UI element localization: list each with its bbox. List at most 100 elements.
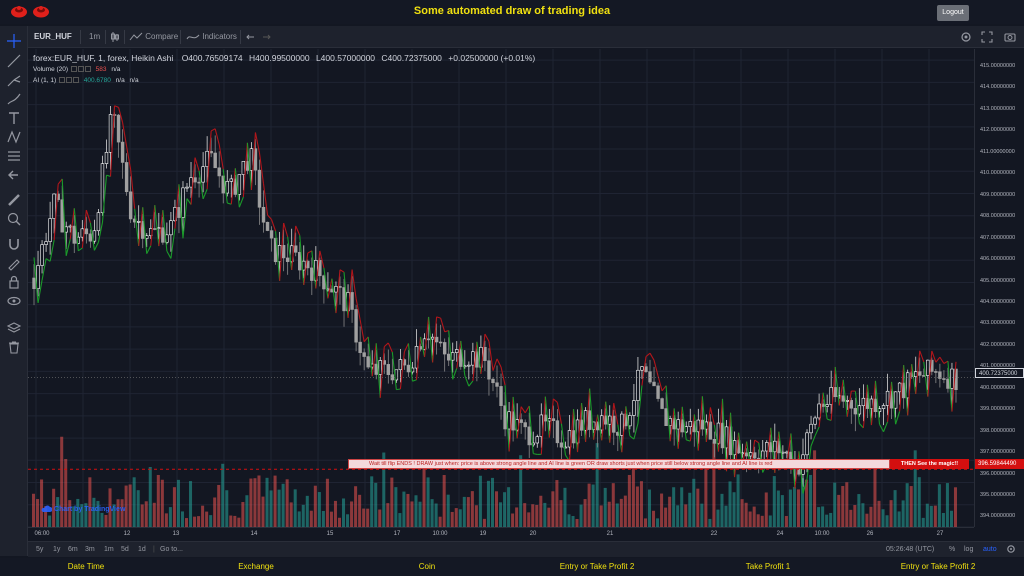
range-3m[interactable]: 3m [85,546,95,553]
legend-title: forex:EUR_HUF, 1, forex, Heikin Ashi [33,53,174,63]
undo-icon[interactable] [246,26,256,48]
candle-body [587,410,592,430]
compare-button[interactable]: Compare [129,26,178,48]
candle-body [495,382,499,387]
ai-line-segment [114,105,119,108]
volume-bar [422,462,426,527]
price-chart[interactable] [28,49,974,528]
candle-body [434,336,439,343]
volume-bar [664,507,668,527]
eye-icon[interactable] [6,293,22,309]
volume-bar [615,503,619,527]
trendline-icon[interactable] [6,53,22,69]
brush-icon[interactable] [6,91,22,107]
range-6m[interactable]: 6m [68,546,78,553]
interval-selector[interactable]: 1m [89,32,101,41]
volume-bar [261,496,265,527]
price-axis[interactable] [974,49,1024,527]
gear-icon[interactable] [1006,542,1016,558]
ai-line-segment [870,380,877,426]
layers-icon[interactable] [6,320,22,336]
ai-line-segment [174,184,180,229]
back-arrow-icon[interactable] [6,167,22,183]
ai-line-segment [524,405,530,414]
volume-bar [551,491,555,527]
range-5d[interactable]: 5d [121,546,129,553]
volume-bar [217,484,221,527]
pitchfork-icon[interactable] [6,72,22,88]
volume-label[interactable]: Volume (20) [33,66,69,73]
ai-label[interactable]: AI (1, 1) [33,77,57,84]
candle-body [398,359,403,371]
eye-toggle-icon[interactable] [58,77,65,84]
volume-bar [623,495,627,527]
ai-line-segment [911,364,917,394]
ai-line-segment [69,208,75,240]
trash-icon[interactable] [6,339,22,355]
ai-line-segment [65,239,71,256]
range-5y[interactable]: 5y [36,546,44,553]
tradingview-watermark[interactable]: Chart by TradingView [40,505,125,513]
volume-bar [744,502,748,527]
volume-bar [374,482,378,527]
percent-toggle[interactable]: % [949,546,956,553]
symbol-selector[interactable]: EUR_HUF [34,32,72,41]
ai-line-segment [947,361,953,412]
text-icon[interactable] [6,110,22,126]
range-1d[interactable]: 1d [138,546,146,553]
range-1y[interactable]: 1y [53,546,61,553]
chart-type-icon[interactable] [110,26,120,48]
volume-bar [800,478,805,527]
ruler-icon[interactable] [6,192,22,208]
close-icon[interactable] [84,66,91,73]
ai-na: n/a [115,77,125,84]
time-axis-label: 14 [250,531,258,537]
candle-body [52,193,56,219]
volume-bar [599,505,603,527]
logout-button[interactable]: Logout [937,5,969,21]
settings-gear-icon[interactable] [960,26,972,48]
clock[interactable]: 05:26:48 (UTC) [886,546,935,553]
candle-body [338,286,342,288]
ai-line-segment [379,346,385,398]
candle-body [700,419,705,430]
ai-value: 400.6780 [83,77,111,84]
settings-icon[interactable] [77,66,84,73]
chart-canvas[interactable] [28,49,974,528]
range-1m[interactable]: 1m [104,546,114,553]
candle-body [535,436,539,444]
volume-bar [507,487,511,527]
auto-toggle[interactable]: auto [983,546,997,553]
goto-button[interactable]: Go to... [160,546,183,553]
candle-body [499,386,503,406]
indicators-button[interactable]: Indicators [186,26,237,48]
price-axis-label: 410.00000000 [980,170,1016,177]
crosshair-icon[interactable] [6,33,22,49]
fullscreen-icon[interactable] [981,26,993,48]
eye-toggle-icon[interactable] [70,66,77,73]
magnet-icon[interactable] [6,236,22,252]
time-axis[interactable] [28,527,974,541]
redo-icon[interactable] [261,26,271,48]
volume-bar [901,500,905,527]
fib-icon[interactable] [6,148,22,164]
volume-bar [100,512,104,527]
lock-icon[interactable] [6,274,22,290]
volume-bar [595,443,599,527]
camera-icon[interactable] [1004,26,1016,48]
settings-icon[interactable] [65,77,72,84]
ai-line-segment [37,279,43,303]
price-axis-label: 409.00000000 [980,191,1016,198]
volume-bar [313,485,317,527]
candle-body [293,245,298,253]
log-toggle[interactable]: log [964,546,974,553]
ai-line-segment [472,341,478,382]
volume-bar [257,475,261,527]
volume-bar [92,497,96,527]
pattern-icon[interactable] [6,129,22,145]
close-icon[interactable] [72,77,79,84]
zoom-icon[interactable] [6,211,22,227]
pencil-lock-icon[interactable] [6,255,22,271]
volume-bar [949,510,953,527]
volume-bar [462,496,466,527]
